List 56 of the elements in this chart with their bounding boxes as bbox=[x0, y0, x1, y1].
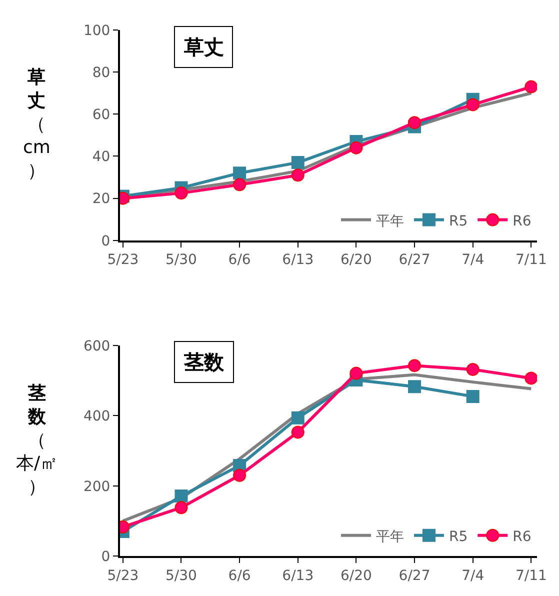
point bbox=[233, 166, 246, 180]
point bbox=[174, 186, 188, 200]
y-tick-label: 0 bbox=[101, 233, 110, 250]
chart-title: 草丈 bbox=[183, 35, 224, 59]
point bbox=[291, 156, 304, 170]
x-tick-label: 7/11 bbox=[515, 252, 547, 268]
x-tick-label: 6/6 bbox=[228, 252, 251, 268]
legend-label: R5 bbox=[449, 528, 468, 545]
point bbox=[233, 178, 246, 192]
point bbox=[408, 359, 422, 372]
y-tick-label: 600 bbox=[83, 338, 110, 354]
legend-label: 平年 bbox=[376, 528, 404, 545]
x-tick-label: 6/6 bbox=[228, 568, 251, 584]
point bbox=[466, 390, 480, 403]
point bbox=[408, 380, 422, 394]
legend-label: 平年 bbox=[376, 213, 404, 230]
point bbox=[174, 490, 188, 503]
x-tick-label: 7/4 bbox=[462, 568, 484, 584]
legend-label: R6 bbox=[512, 528, 532, 545]
legend-label: R5 bbox=[449, 213, 468, 230]
point bbox=[408, 116, 422, 130]
point bbox=[524, 372, 537, 385]
point bbox=[466, 362, 480, 376]
x-tick-label: 7/11 bbox=[515, 568, 547, 584]
x-tick-label: 6/27 bbox=[398, 252, 430, 268]
x-tick-label: 6/27 bbox=[398, 568, 430, 584]
y-tick-label: 40 bbox=[92, 149, 110, 166]
x-tick-label: 6/20 bbox=[340, 568, 372, 584]
point bbox=[350, 141, 363, 154]
point bbox=[524, 80, 537, 94]
x-tick-label: 7/4 bbox=[462, 252, 484, 268]
y-tick-label: 0 bbox=[101, 548, 110, 565]
x-tick-label: 5/30 bbox=[166, 252, 197, 268]
y-tick-label: 200 bbox=[83, 478, 110, 495]
x-tick-label: 6/13 bbox=[282, 252, 314, 268]
point bbox=[350, 366, 363, 380]
point bbox=[466, 98, 480, 112]
x-tick-label: 5/30 bbox=[166, 568, 197, 584]
x-tick-label: 5/23 bbox=[107, 252, 139, 268]
x-tick-label: 6/13 bbox=[282, 568, 314, 584]
legend-label: R6 bbox=[512, 213, 532, 230]
y-axis-title: 茎数（本/㎡） bbox=[16, 383, 58, 498]
point bbox=[291, 168, 304, 182]
point bbox=[233, 468, 246, 482]
point bbox=[291, 426, 304, 439]
x-tick-label: 5/23 bbox=[107, 568, 139, 584]
x-tick-label: 6/20 bbox=[340, 252, 372, 268]
y-tick-label: 60 bbox=[92, 107, 110, 124]
chart-title: 茎数 bbox=[183, 350, 225, 374]
y-tick-label: 80 bbox=[92, 64, 110, 81]
y-tick-label: 400 bbox=[83, 408, 110, 425]
y-axis-title: 草丈（cm） bbox=[23, 67, 50, 182]
y-tick-label: 100 bbox=[83, 22, 110, 39]
point bbox=[291, 411, 304, 424]
y-tick-label: 20 bbox=[92, 191, 110, 208]
point bbox=[174, 501, 188, 514]
